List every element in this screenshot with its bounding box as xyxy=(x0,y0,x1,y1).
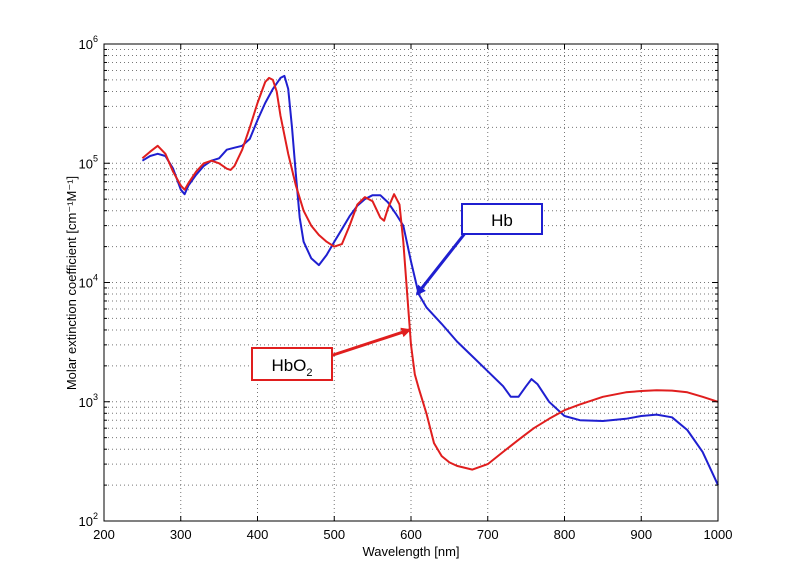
y-tick-exponent: 4 xyxy=(93,273,98,283)
x-tick-label: 700 xyxy=(477,527,499,542)
x-tick-label: 900 xyxy=(630,527,652,542)
y-tick-exponent: 6 xyxy=(93,34,98,44)
annotation-label-text: HbO xyxy=(271,356,306,375)
annotation-arrow xyxy=(415,231,468,296)
y-tick-base: 10 xyxy=(79,156,93,171)
annotation-label: Hb xyxy=(491,211,513,230)
plot-area xyxy=(104,44,718,521)
x-axis-label: Wavelength [nm] xyxy=(362,544,459,559)
ticks: 200 300 400 500 600 700 800 900 1000102103104105… xyxy=(79,34,733,542)
annotation-label: HbO2 xyxy=(271,356,312,379)
y-tick-label: 104 xyxy=(79,273,98,291)
y-tick-exponent: 3 xyxy=(93,392,98,402)
annotations: Hb HbO2 xyxy=(251,203,543,381)
x-tick-label: 200 xyxy=(93,527,115,542)
y-tick-label: 106 xyxy=(79,34,98,52)
series-line-hbo2 xyxy=(141,76,719,471)
x-tick-label: 400 xyxy=(247,527,269,542)
y-tick-label: 102 xyxy=(79,511,98,529)
y-tick-base: 10 xyxy=(79,276,93,291)
y-tick-label: 103 xyxy=(79,392,98,410)
x-tick-label: 500 xyxy=(323,527,345,542)
y-tick-exponent: 2 xyxy=(93,511,98,521)
y-tick-base: 10 xyxy=(79,37,93,52)
series-group xyxy=(141,74,719,486)
y-axis-label: Molar extinction coefficient [cm⁻¹M⁻¹] xyxy=(64,176,79,390)
x-tick-label: 1000 xyxy=(704,527,733,542)
annotation-hb: Hb xyxy=(415,203,543,296)
annotation-box xyxy=(461,203,543,235)
annotation-hbo2: HbO2 xyxy=(251,327,412,381)
annotation-label-subscript: 2 xyxy=(306,367,312,379)
x-tick-label: 800 xyxy=(554,527,576,542)
y-tick-base: 10 xyxy=(79,514,93,529)
y-tick-exponent: 5 xyxy=(93,153,98,163)
y-tick-label: 105 xyxy=(79,153,98,171)
annotation-arrow xyxy=(329,327,412,358)
annotation-label-text: Hb xyxy=(491,211,513,230)
annotation-box xyxy=(251,347,333,381)
x-tick-label: 300 xyxy=(170,527,192,542)
y-tick-base: 10 xyxy=(79,395,93,410)
x-tick-label: 600 xyxy=(400,527,422,542)
series-line-hb xyxy=(141,74,719,486)
